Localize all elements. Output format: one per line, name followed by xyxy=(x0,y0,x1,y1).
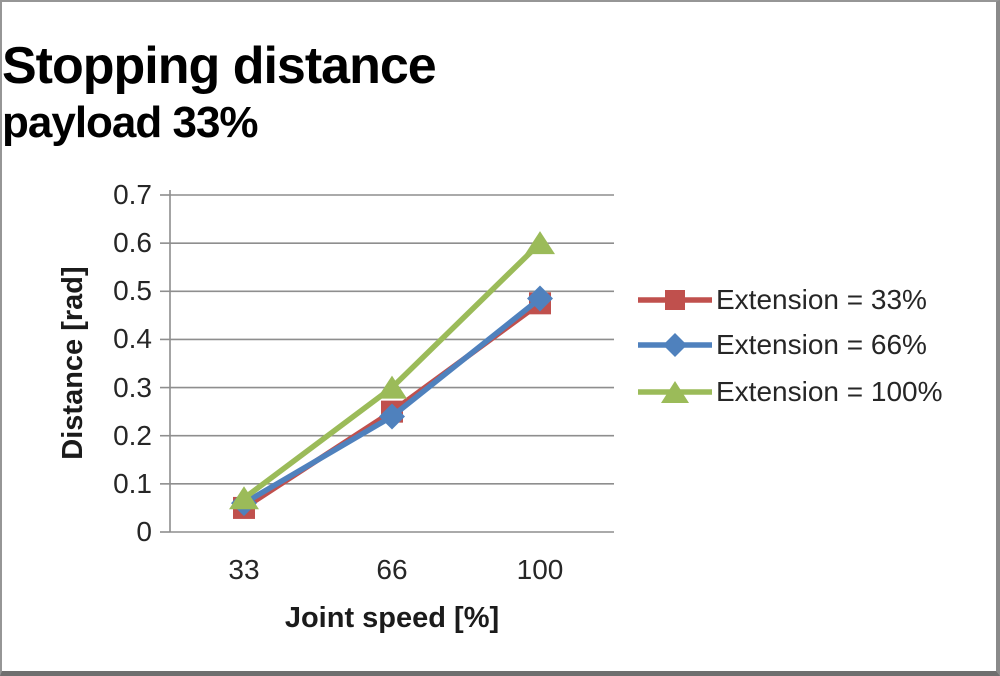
y-tick-label: 0.2 xyxy=(113,419,152,451)
legend-item: Extension = 66% xyxy=(637,328,927,362)
triangle-legend-marker-icon xyxy=(638,381,712,403)
legend-label: Extension = 33% xyxy=(716,284,927,315)
y-tick-label: 0 xyxy=(136,516,152,547)
y-axis-title: Distance [rad] xyxy=(57,266,89,460)
series-line-2 xyxy=(242,241,542,501)
y-tick-label: 0.3 xyxy=(113,371,152,403)
x-tick-label: 66 xyxy=(376,554,408,585)
x-axis-title: Joint speed [%] xyxy=(284,602,500,634)
legend-label: Extension = 66% xyxy=(716,329,927,360)
y-tick-label: 0.5 xyxy=(113,275,152,307)
legend-label: Extension = 100% xyxy=(716,376,943,407)
x-tick-label: 100 xyxy=(516,554,564,585)
y-tick-label: 0.6 xyxy=(113,227,152,259)
legend-item: Extension = 100% xyxy=(637,375,943,409)
diamond-legend-marker-icon xyxy=(638,333,712,357)
triangle-marker-icon xyxy=(229,486,259,510)
y-tick-label: 0.1 xyxy=(113,467,152,499)
diamond-marker-icon xyxy=(527,285,553,312)
y-tick-label: 0.4 xyxy=(113,323,152,355)
legend-item: Extension = 33% xyxy=(637,283,927,317)
square-marker-icon xyxy=(665,290,685,310)
chart-title: Stopping distance xyxy=(2,37,437,95)
y-tick-label: 0.7 xyxy=(113,179,152,210)
chart-subtitle: payload 33% xyxy=(2,98,259,147)
triangle-marker-icon xyxy=(525,231,555,255)
square-legend-marker-icon xyxy=(638,290,712,310)
diamond-marker-icon xyxy=(663,333,687,357)
x-tick-label: 33 xyxy=(228,554,260,585)
triangle-marker-icon xyxy=(661,381,689,403)
diamond-marker-icon xyxy=(379,403,405,430)
triangle-marker-icon xyxy=(377,375,407,399)
